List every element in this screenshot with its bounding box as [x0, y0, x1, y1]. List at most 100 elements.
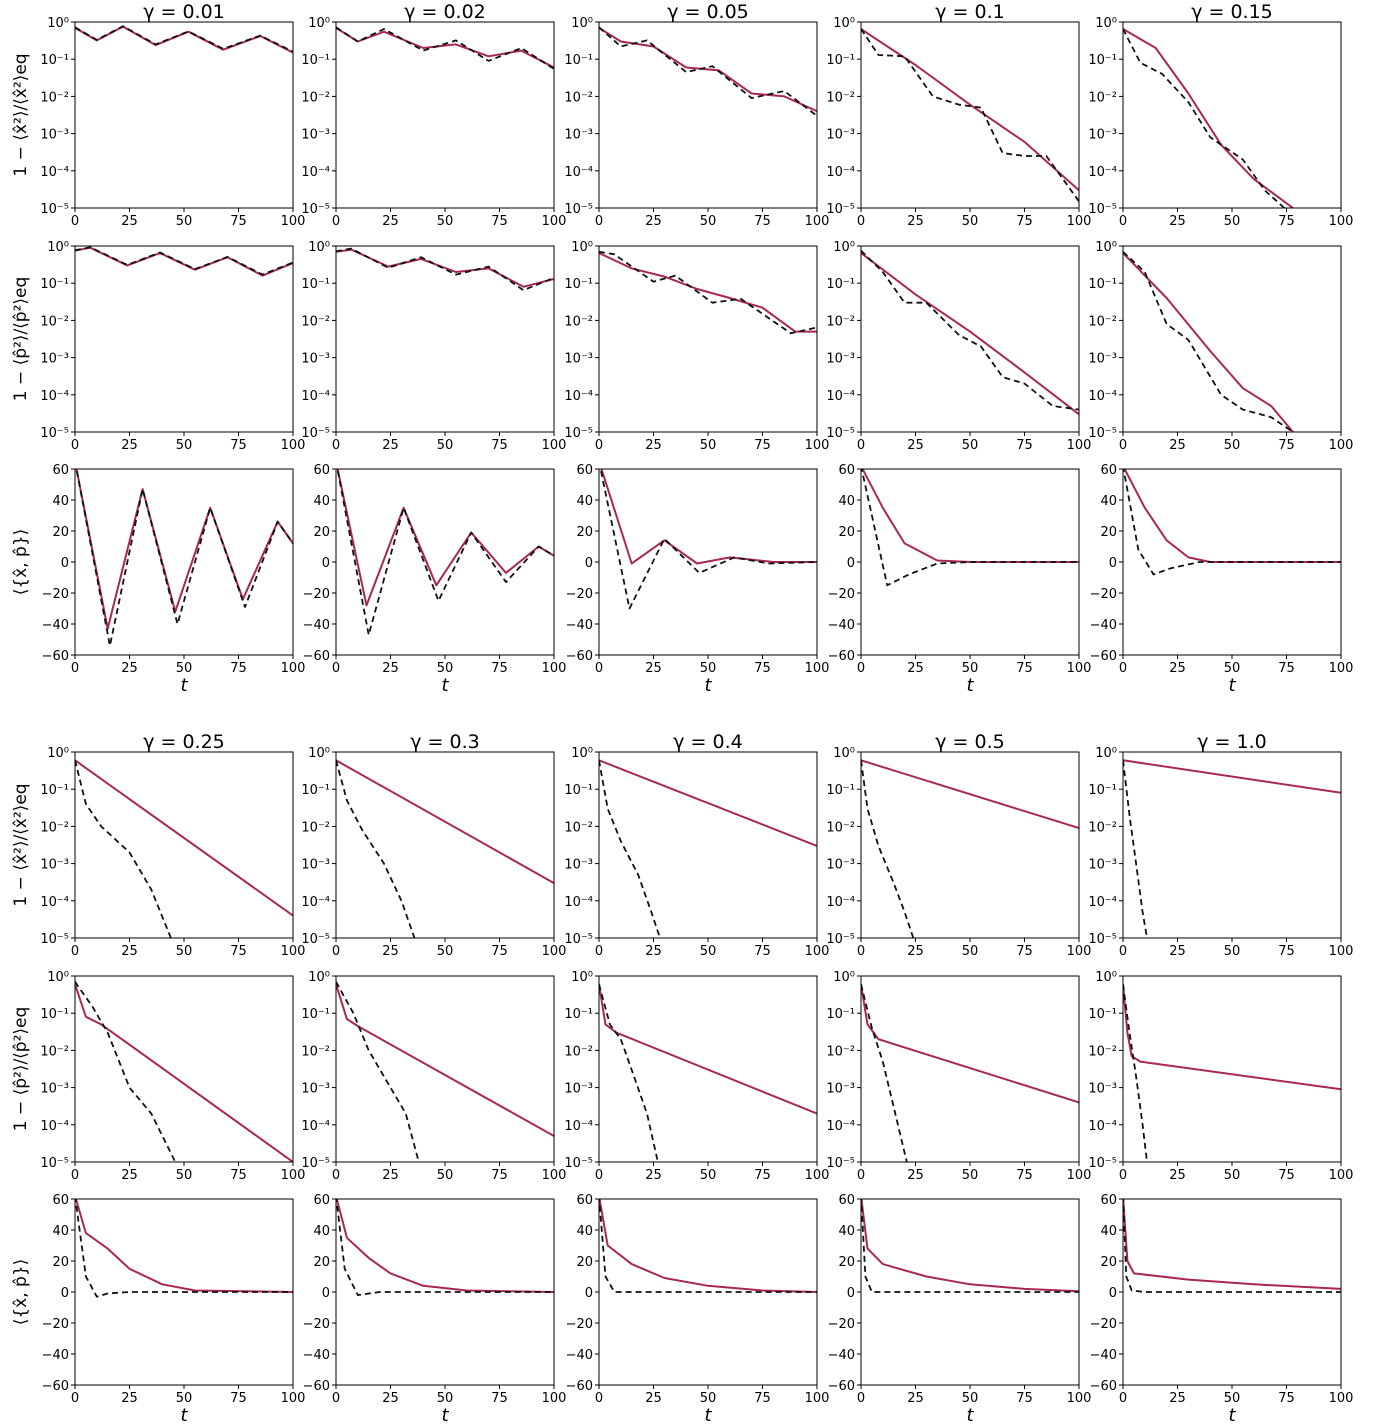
- series-line-dashed: [1123, 469, 1341, 576]
- y-tick-label: 20: [838, 1255, 855, 1270]
- x-tick-label: 25: [645, 438, 662, 453]
- y-tick-label: 10⁰: [308, 746, 330, 761]
- y-tick-label: 10⁻⁴: [826, 389, 855, 404]
- y-tick-label: 10⁻⁴: [40, 1119, 69, 1134]
- series-line-dashed: [861, 469, 1079, 587]
- y-tick-label: 10⁻³: [1088, 1082, 1117, 1097]
- plot-frame: [860, 751, 1080, 939]
- x-axis-label: t: [1228, 1405, 1236, 1425]
- x-tick-label: 50: [962, 944, 979, 959]
- series-line-solid: [861, 252, 1079, 416]
- y-tick-label: 20: [52, 1255, 69, 1270]
- subplot-p2-gamma-0.4: 0 25 50 75 100 10⁰ 10⁻¹ 10⁻² 10⁻³ 10⁻⁴ 10⁻⁵: [564, 970, 829, 1183]
- y-tick-label: 10⁻⁴: [826, 895, 855, 910]
- y-tick-label: 10⁻⁴: [1088, 165, 1117, 180]
- y-tick-label: 10⁰: [571, 970, 593, 985]
- x-tick-label: 0: [332, 661, 340, 676]
- gamma-title: γ = 0.15: [1191, 1, 1273, 23]
- subplot-xp-gamma-0.01: 0 25 50 75 100 60 40 20 0 −20 −40 −60 t ⟨{x̂, p̂}⟩: [11, 463, 306, 696]
- x-tick-label: 0: [857, 944, 865, 959]
- x-tick-label: 50: [700, 438, 717, 453]
- y-tick-label: 60: [52, 463, 69, 478]
- y-tick-label: −20: [828, 587, 855, 602]
- x-tick-label: 75: [1016, 661, 1033, 676]
- x-tick-label: 100: [281, 1391, 306, 1406]
- y-tick-label: 10⁻²: [564, 314, 593, 329]
- y-tick-label: 10⁻¹: [301, 277, 330, 292]
- y-tick-label: 60: [1100, 1193, 1117, 1208]
- subplot-p2-gamma-0.01: 0 25 50 75 100 10⁰ 10⁻¹ 10⁻² 10⁻³ 10⁻⁴ 10⁻⁵ 1 − ⟨p̂…: [11, 240, 305, 453]
- x-tick-label: 75: [230, 214, 247, 229]
- y-tick-label: 0: [1109, 556, 1117, 571]
- y-tick-label: 10⁻³: [40, 858, 69, 873]
- series-line-dashed: [1123, 28, 1285, 208]
- series-line-dashed: [1123, 251, 1294, 432]
- gamma-title: γ = 0.05: [667, 1, 749, 23]
- y-tick-label: 10⁻⁵: [301, 202, 330, 217]
- y-tick-label: −20: [566, 587, 593, 602]
- x-tick-label: 25: [382, 438, 399, 453]
- x-tick-label: 75: [1016, 944, 1033, 959]
- y-tick-label: 10⁻⁴: [1088, 389, 1117, 404]
- series-line-solid: [861, 28, 1079, 192]
- series-line-solid: [600, 469, 817, 565]
- x-tick-label: 75: [491, 438, 508, 453]
- y-tick-label: 10⁰: [833, 240, 855, 255]
- y-tick-label: −40: [1090, 1348, 1117, 1363]
- y-tick-label: 10⁻⁵: [40, 202, 69, 217]
- x-tick-label: 100: [1329, 1168, 1354, 1183]
- y-tick-label: 10⁻¹: [1088, 277, 1117, 292]
- y-tick-label: −40: [42, 618, 69, 633]
- series-line-solid: [599, 26, 817, 113]
- x-tick-label: 25: [121, 214, 138, 229]
- x-tick-label: 50: [700, 1168, 717, 1183]
- y-tick-label: 10⁻¹: [301, 1007, 330, 1022]
- y-tick-label: 10⁻²: [1088, 90, 1117, 105]
- x-tick-label: 75: [1016, 438, 1033, 453]
- y-tick-label: 0: [61, 556, 69, 571]
- subplot-p2-gamma-0.1: 0 25 50 75 100 10⁰ 10⁻¹ 10⁻² 10⁻³ 10⁻⁴ 10⁻⁵: [826, 240, 1091, 453]
- subplot-x2-gamma-0.15: 0 25 50 75 100 10⁰ 10⁻¹ 10⁻² 10⁻³ 10⁻⁴ 10⁻⁵: [1088, 16, 1353, 229]
- y-tick-label: 10⁻³: [301, 352, 330, 367]
- y-tick-label: −60: [566, 1379, 593, 1394]
- y-tick-label: 40: [313, 1224, 330, 1239]
- x-tick-label: 25: [121, 661, 138, 676]
- y-tick-label: 10⁻²: [301, 1044, 330, 1059]
- x-tick-label: 100: [281, 944, 306, 959]
- subplot-p2-gamma-0.3: 0 25 50 75 100 10⁰ 10⁻¹ 10⁻² 10⁻³ 10⁻⁴ 10⁻⁵: [301, 970, 566, 1183]
- x-tick-label: 25: [1169, 1168, 1186, 1183]
- x-tick-label: 50: [700, 214, 717, 229]
- y-tick-label: 10⁻³: [40, 352, 69, 367]
- y-tick-label: 10⁻⁵: [826, 426, 855, 441]
- y-tick-label: 0: [585, 556, 593, 571]
- x-tick-label: 25: [645, 944, 662, 959]
- x-tick-label: 0: [857, 438, 865, 453]
- y-tick-label: 10⁰: [833, 970, 855, 985]
- y-tick-label: 10⁻³: [564, 128, 593, 143]
- series-line-dashed: [861, 984, 908, 1162]
- y-tick-label: −60: [303, 1379, 330, 1394]
- x-tick-label: 0: [332, 944, 340, 959]
- x-tick-label: 25: [1169, 944, 1186, 959]
- series-line-dashed: [336, 26, 554, 70]
- plot-frame: [335, 468, 555, 656]
- y-tick-label: −60: [566, 649, 593, 664]
- series-line-solid: [75, 983, 293, 1162]
- x-tick-label: 100: [805, 214, 830, 229]
- x-tick-label: 75: [754, 1168, 771, 1183]
- x-tick-label: 25: [1169, 214, 1186, 229]
- x-tick-label: 100: [281, 661, 306, 676]
- y-tick-label: 10⁻¹: [826, 277, 855, 292]
- y-tick-label: −60: [303, 649, 330, 664]
- x-tick-label: 0: [857, 661, 865, 676]
- y-tick-label: 0: [847, 556, 855, 571]
- y-tick-label: 10⁻¹: [826, 1007, 855, 1022]
- series-line-dashed: [75, 25, 293, 53]
- subplot-x2-gamma-0.1: 0 25 50 75 100 10⁰ 10⁻¹ 10⁻² 10⁻³ 10⁻⁴ 10⁻⁵: [826, 16, 1091, 229]
- y-tick-label: 10⁻⁵: [40, 426, 69, 441]
- x-tick-label: 75: [754, 661, 771, 676]
- plot-frame: [1122, 21, 1342, 209]
- y-tick-label: 0: [61, 1286, 69, 1301]
- y-tick-label: 40: [576, 494, 593, 509]
- y-tick-label: 10⁻⁵: [564, 426, 593, 441]
